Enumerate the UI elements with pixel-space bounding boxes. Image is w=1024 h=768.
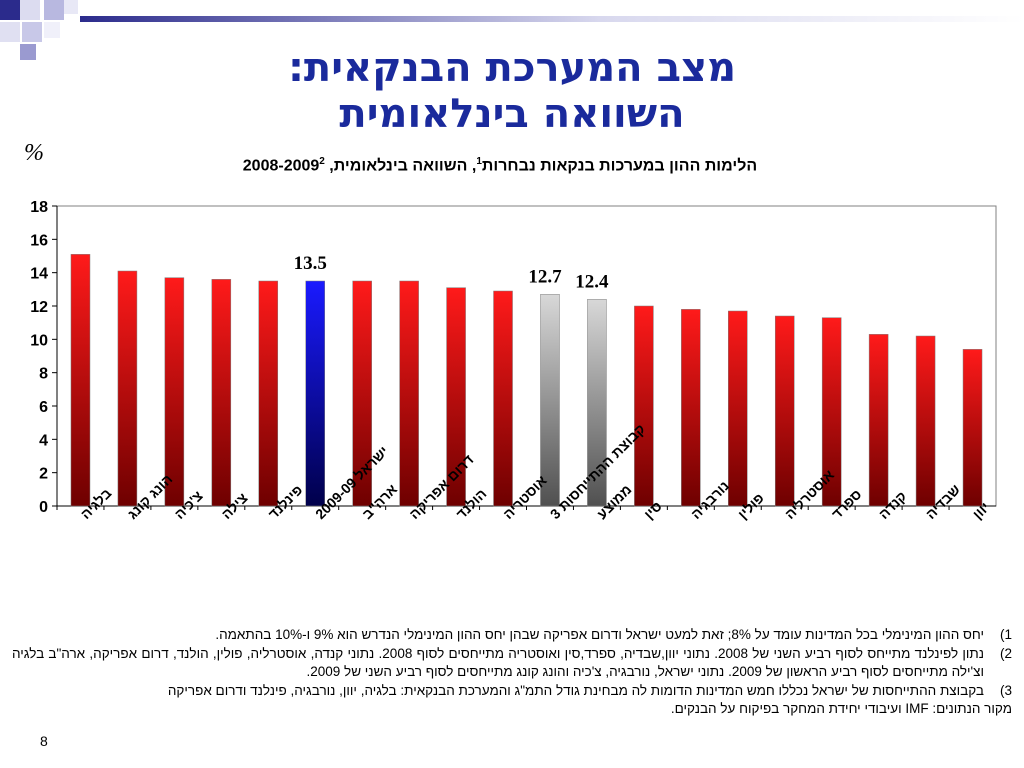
footnote-1: 1) יחס ההון המינימלי בכל המדינות עומד על… — [12, 626, 1012, 645]
y-tick-label: 4 — [39, 432, 48, 449]
header-rule — [80, 16, 1024, 22]
data-label: 12.4 — [575, 271, 609, 292]
bar — [915, 335, 936, 507]
bar — [634, 305, 654, 507]
bar — [587, 299, 607, 507]
data-label: 12.7 — [528, 266, 562, 287]
bar — [117, 270, 138, 507]
page-title: מצב המערכת הבנקאית: — [287, 45, 737, 91]
bar — [681, 309, 701, 507]
bar — [493, 290, 513, 507]
y-tick-label: 18 — [30, 199, 48, 216]
footnote-text: נתון לפינלנד מתייחס לסוף רביע השני של 20… — [12, 645, 984, 680]
y-tick-label: 10 — [30, 332, 48, 349]
unit-label: % — [24, 140, 44, 166]
bar — [868, 334, 889, 507]
page-number: 8 — [40, 733, 48, 749]
bar — [399, 280, 419, 507]
bar — [962, 349, 983, 507]
bar — [164, 277, 185, 507]
y-tick-label: 0 — [39, 499, 48, 516]
chart-title-sup1: 1 — [476, 156, 482, 167]
chart-title-rest: , השוואה בינלאומית, 2008-2009 — [242, 157, 477, 175]
y-tick-label: 6 — [39, 399, 48, 416]
data-label: 13.5 — [294, 253, 327, 274]
bar — [211, 279, 232, 507]
bar — [352, 280, 372, 507]
data-source: מקור הנתונים: IMF ועיבודי יחידת המחקר בפ… — [670, 701, 1012, 716]
bar — [258, 280, 279, 507]
corner-decoration — [0, 0, 80, 60]
footnote-2: 2) נתון לפינלנד מתייחס לסוף רביע השני של… — [12, 645, 1012, 682]
footnote-text: יחס ההון המינימלי בכל המדינות עומד על 8%… — [215, 627, 984, 642]
y-tick-label: 14 — [30, 266, 48, 283]
bar — [446, 287, 466, 507]
bar — [305, 280, 325, 507]
chart-title-text: הלימות ההון במערכות בנקאות נבחרות — [481, 157, 758, 175]
y-tick-label: 2 — [39, 466, 48, 483]
bar — [728, 310, 748, 507]
footnote-number: 1) — [999, 627, 1012, 642]
bar — [821, 317, 842, 507]
footnotes: 1) יחס ההון המינימלי בכל המדינות עומד על… — [12, 626, 1012, 719]
chart-title-sup2: 2 — [319, 156, 325, 167]
chart-title: הלימות ההון במערכות בנקאות נבחרות1, השוו… — [150, 156, 850, 175]
footnote-number: 2) — [999, 645, 1012, 661]
y-tick-label: 12 — [30, 299, 48, 316]
footnote-number: 3) — [999, 682, 1012, 698]
bar — [70, 254, 91, 507]
footnote-text: בקבוצת ההתייחסות של ישראל נכללו חמש המדי… — [167, 682, 984, 698]
y-tick-label: 8 — [39, 366, 48, 383]
plot-area — [56, 205, 997, 507]
bar — [540, 294, 560, 507]
page-subtitle: השוואה בינלאומית — [339, 91, 685, 137]
footnote-3: 3) בקבוצת ההתייחסות של ישראל נכללו חמש ה… — [12, 682, 1012, 701]
bar — [774, 315, 795, 507]
y-tick-label: 16 — [30, 232, 48, 249]
